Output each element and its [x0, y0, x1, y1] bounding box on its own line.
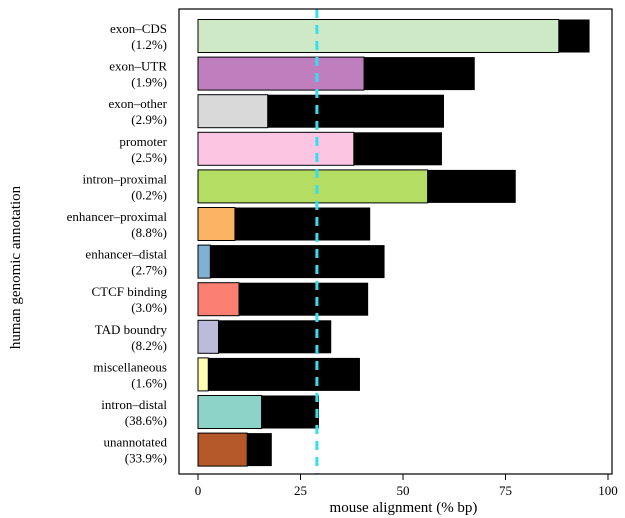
category-labels: exon–CDS(1.2%)exon–UTR(1.9%)exon–other(2… — [67, 21, 168, 466]
category-label: miscellaneous — [93, 359, 167, 374]
bar-value — [197, 282, 240, 317]
bar-value — [197, 357, 209, 392]
category-share-label: (8.8%) — [131, 225, 167, 240]
category-label: exon–UTR — [109, 59, 167, 74]
category-share-label: (1.2%) — [131, 37, 167, 52]
x-axis-title: mouse alignment (% bp) — [330, 500, 478, 516]
x-tick-label: 50 — [397, 483, 410, 498]
bar-value — [197, 131, 355, 166]
bar-value — [197, 94, 269, 129]
x-tick-label: 75 — [499, 483, 512, 498]
category-label: unannotated — [103, 435, 167, 450]
category-label: TAD boundry — [95, 322, 168, 337]
category-label: intron–distal — [101, 397, 167, 412]
bar-value — [197, 432, 248, 467]
category-label: enhancer–distal — [85, 247, 167, 262]
x-tick-label: 25 — [294, 483, 307, 498]
bar-value — [197, 169, 429, 204]
category-share-label: (1.9%) — [131, 75, 167, 90]
bar-total — [198, 320, 332, 354]
plot-frame — [178, 8, 613, 475]
x-axis: 0 25 50 75 100 — [195, 474, 618, 498]
category-label: exon–other — [109, 96, 168, 111]
category-label: CTCF binding — [92, 284, 168, 299]
category-share-label: (3.0%) — [131, 300, 167, 315]
category-label: exon–CDS — [110, 21, 167, 36]
category-share-label: (8.2%) — [131, 338, 167, 353]
bar-value — [197, 244, 211, 279]
bars-layer — [197, 19, 590, 467]
bar-value — [197, 19, 560, 53]
bar-total — [198, 357, 360, 391]
x-tick-label: 100 — [598, 483, 618, 498]
category-share-label: (2.7%) — [131, 263, 167, 278]
category-share-label: (38.6%) — [125, 413, 167, 428]
category-label: enhancer–proximal — [67, 209, 168, 224]
bar-value — [197, 56, 365, 91]
bar-value — [197, 207, 236, 241]
category-label: intron–proximal — [83, 171, 168, 186]
category-share-label: (1.6%) — [131, 375, 167, 390]
category-share-label: (33.9%) — [125, 451, 167, 466]
bar-value — [197, 395, 263, 429]
category-share-label: (0.2%) — [131, 187, 167, 202]
category-label: promoter — [119, 134, 167, 149]
bar-total — [198, 245, 385, 279]
x-tick-label: 0 — [195, 483, 202, 498]
y-axis-title: human genomic annotation — [8, 185, 24, 349]
category-share-label: (2.9%) — [131, 112, 167, 127]
category-share-label: (2.5%) — [131, 150, 167, 165]
bar-value — [197, 319, 219, 354]
